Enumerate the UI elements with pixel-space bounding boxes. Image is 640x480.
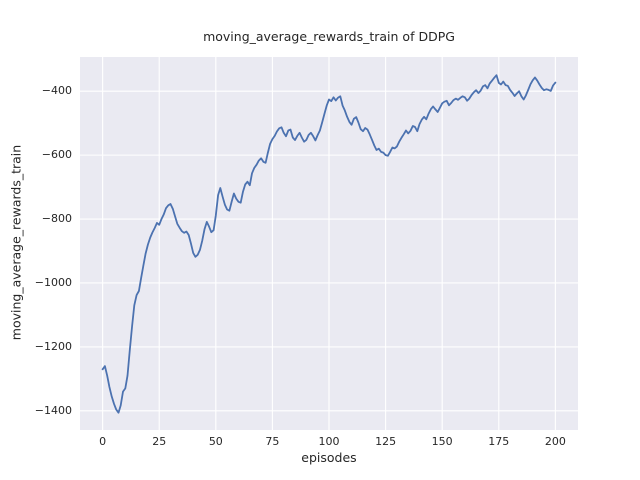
y-tick-label: −800 (41, 212, 72, 226)
y-tick-label: −400 (41, 84, 72, 98)
x-tick-label: 50 (208, 435, 223, 448)
chart-title: moving_average_rewards_train of DDPG (203, 29, 455, 44)
x-tick-label: 75 (265, 435, 280, 448)
y-tick-label: −1200 (34, 339, 72, 353)
x-tick-label: 25 (152, 435, 167, 448)
x-tick-label: 125 (375, 435, 397, 448)
y-tick-label: −1000 (34, 275, 72, 289)
x-tick-label: 150 (431, 435, 453, 448)
series-line (101, 74, 557, 414)
x-tick-label: 200 (544, 435, 566, 448)
x-tick-label: 175 (488, 435, 510, 448)
x-tick-label: 0 (99, 435, 107, 448)
y-axis-label: moving_average_rewards_train (8, 144, 24, 341)
x-tick-label: 100 (318, 435, 340, 448)
y-tick-label: −1400 (34, 403, 72, 417)
y-tick-label: −600 (41, 148, 72, 162)
x-axis-label: episodes (301, 450, 357, 465)
